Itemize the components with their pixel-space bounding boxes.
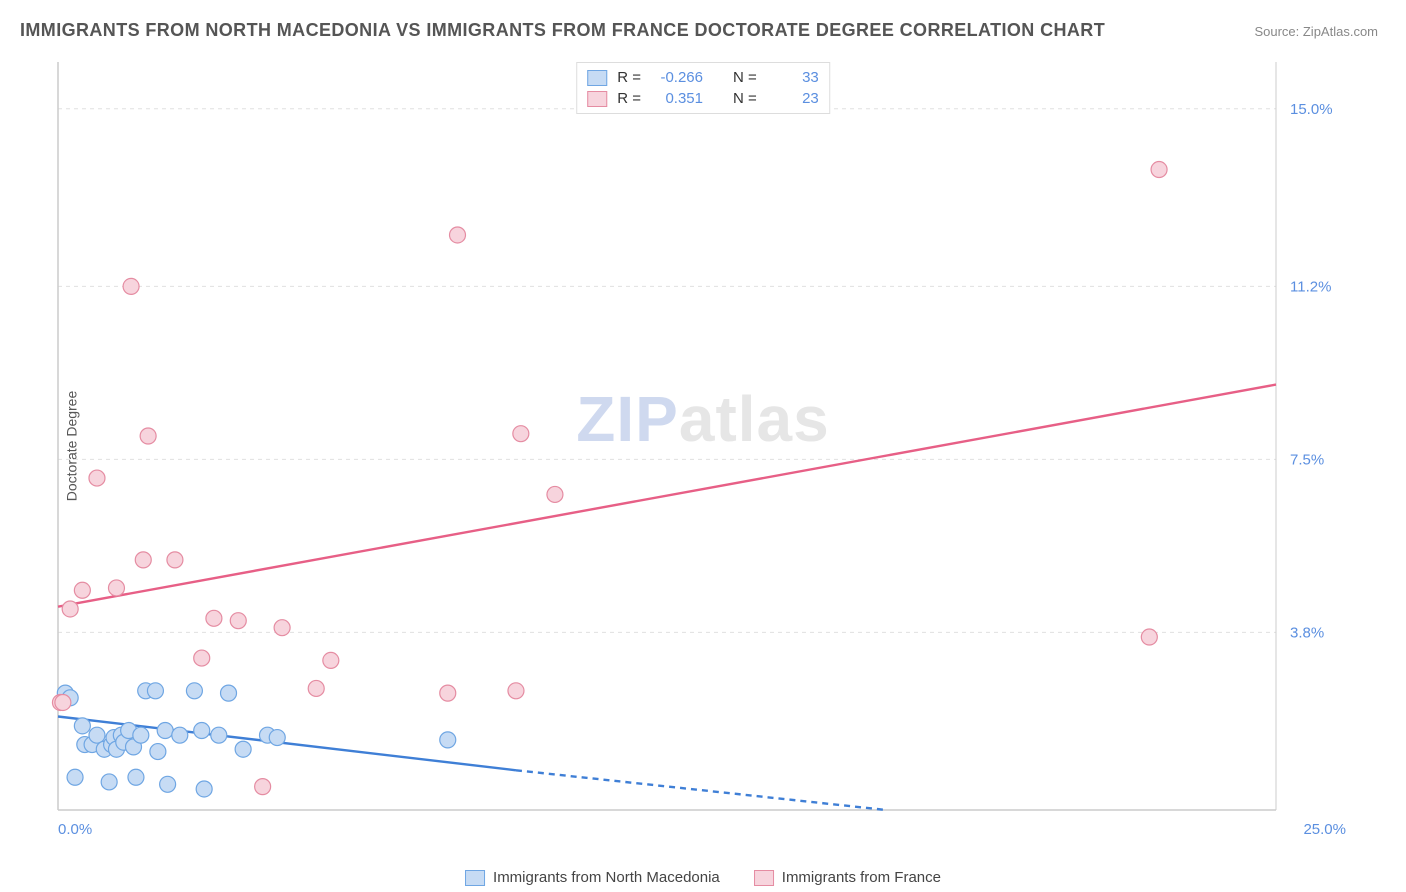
swatch-series-2	[587, 91, 607, 107]
svg-text:15.0%: 15.0%	[1290, 101, 1333, 118]
svg-text:7.5%: 7.5%	[1290, 451, 1324, 468]
legend-series: Immigrants from North Macedonia Immigran…	[465, 869, 941, 886]
r-label-2: R =	[617, 90, 641, 107]
legend-stats-row-2: R = 0.351 N = 23	[587, 88, 819, 109]
swatch-series-2-bottom	[754, 870, 774, 886]
legend-item-2: Immigrants from France	[754, 869, 941, 886]
svg-text:0.0%: 0.0%	[58, 821, 92, 838]
swatch-series-1-bottom	[465, 870, 485, 886]
legend-item-1: Immigrants from North Macedonia	[465, 869, 720, 886]
legend-label-1: Immigrants from North Macedonia	[493, 869, 720, 886]
r-value-1: -0.266	[651, 69, 703, 86]
svg-text:25.0%: 25.0%	[1303, 821, 1346, 838]
legend-stats: R = -0.266 N = 33 R = 0.351 N = 23	[576, 62, 830, 114]
n-label-1: N =	[733, 69, 757, 86]
svg-text:11.2%: 11.2%	[1290, 278, 1331, 295]
chart-title: IMMIGRANTS FROM NORTH MACEDONIA VS IMMIG…	[20, 20, 1105, 41]
scatter-plot: 3.8% 7.5% 11.2% 15.0% 0.0% 25.0%	[50, 62, 1356, 844]
n-label-2: N =	[733, 90, 757, 107]
legend-stats-row-1: R = -0.266 N = 33	[587, 67, 819, 88]
legend-label-2: Immigrants from France	[782, 869, 941, 886]
r-value-2: 0.351	[651, 90, 703, 107]
n-value-2: 23	[767, 90, 819, 107]
svg-text:3.8%: 3.8%	[1290, 624, 1324, 641]
source-attribution: Source: ZipAtlas.com	[1254, 24, 1378, 39]
r-label-1: R =	[617, 69, 641, 86]
swatch-series-1	[587, 70, 607, 86]
n-value-1: 33	[767, 69, 819, 86]
